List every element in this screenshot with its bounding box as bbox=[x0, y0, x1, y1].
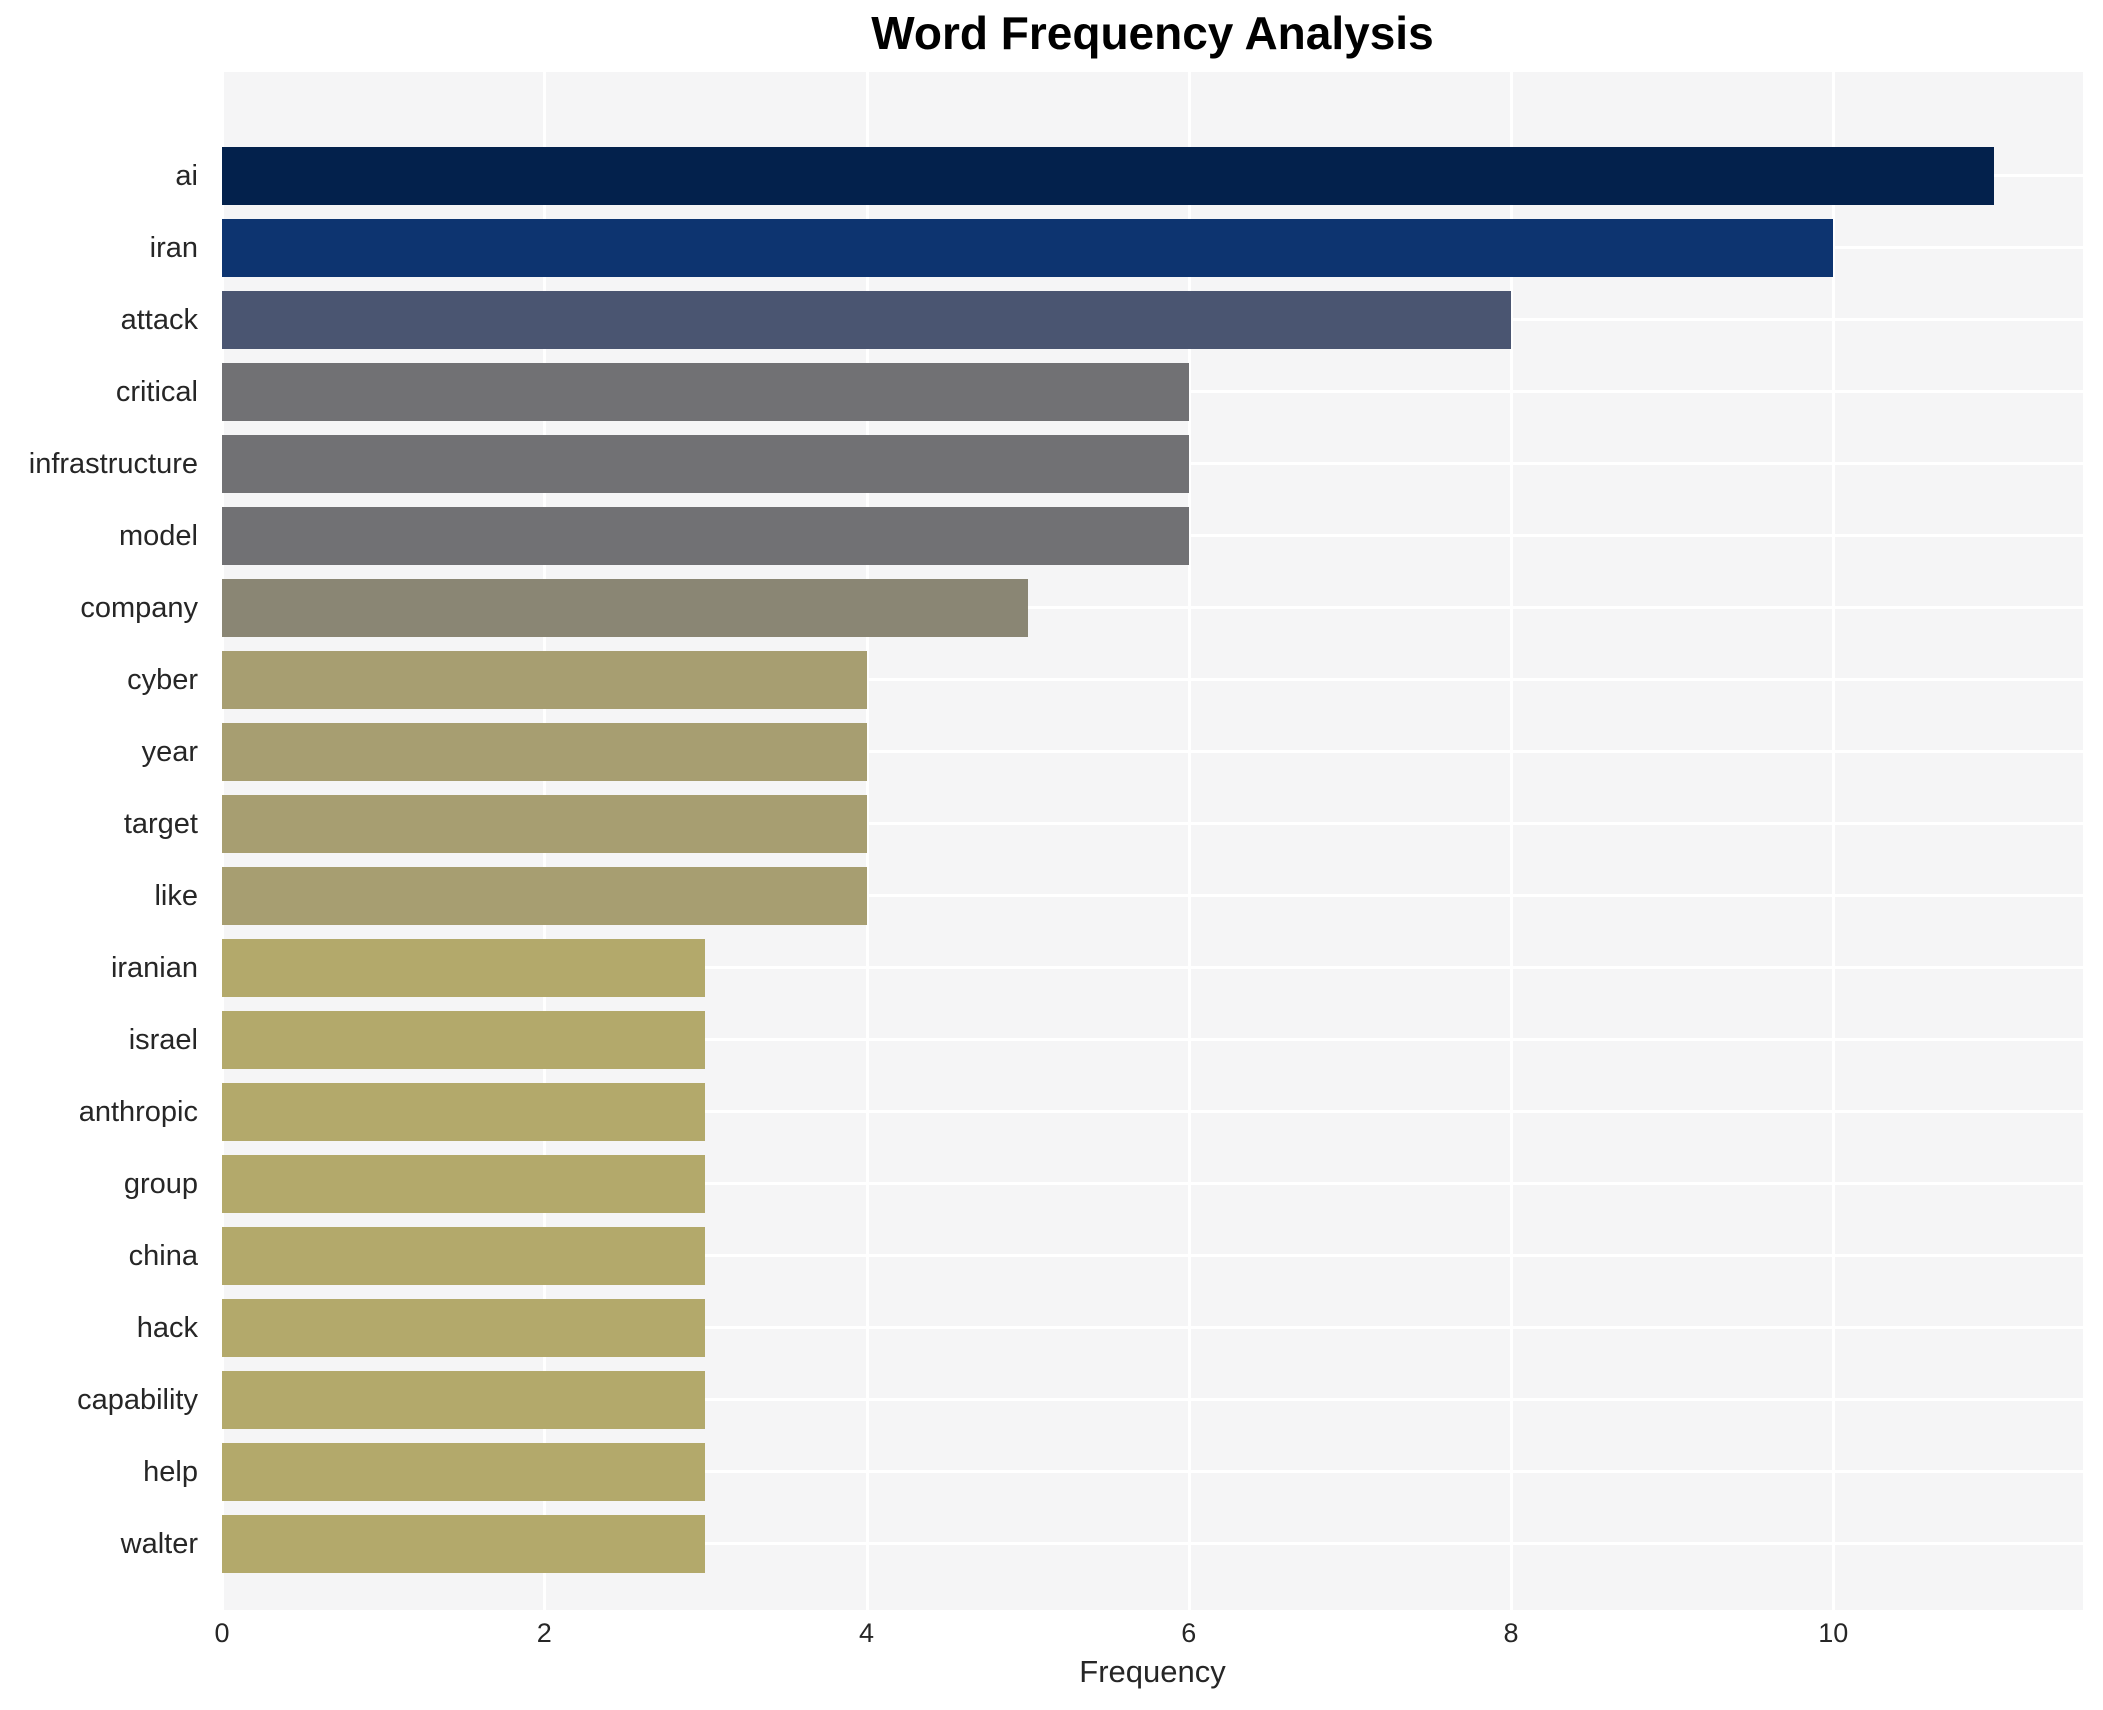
bar-row bbox=[222, 140, 2083, 212]
bar-anthropic bbox=[222, 1083, 706, 1141]
category-label-iranian: iranian bbox=[110, 951, 198, 984]
bar-row bbox=[222, 1076, 2083, 1148]
category-label-year: year bbox=[141, 735, 198, 768]
horizontal-gridline bbox=[222, 1038, 2083, 1041]
category-label-model: model bbox=[119, 519, 198, 552]
bar-cyber bbox=[222, 651, 867, 709]
bar-row bbox=[222, 1292, 2083, 1364]
plot-area bbox=[221, 72, 2083, 1610]
bar-row bbox=[222, 1508, 2083, 1580]
bar-row bbox=[222, 1436, 2083, 1508]
bar-row bbox=[222, 1364, 2083, 1436]
bar-infrastructure bbox=[222, 435, 1189, 493]
bar-row bbox=[222, 1004, 2083, 1076]
bar-walter bbox=[222, 1515, 706, 1573]
x-tick-label-2: 2 bbox=[536, 1618, 552, 1648]
x-tick-label-10: 10 bbox=[1818, 1618, 1849, 1648]
bar-row bbox=[222, 500, 2083, 572]
horizontal-gridline bbox=[222, 1254, 2083, 1257]
bar-target bbox=[222, 795, 867, 853]
bar-row bbox=[222, 1148, 2083, 1220]
x-tick-label-6: 6 bbox=[1181, 1618, 1197, 1648]
horizontal-gridline bbox=[222, 606, 2083, 609]
horizontal-gridline bbox=[222, 1326, 2083, 1329]
bar-row bbox=[222, 428, 2083, 500]
horizontal-gridline bbox=[222, 966, 2083, 969]
x-axis-title: Frequency bbox=[1079, 1654, 1226, 1689]
x-tick-label-0: 0 bbox=[214, 1618, 230, 1648]
horizontal-gridline bbox=[222, 1470, 2083, 1473]
bar-china bbox=[222, 1227, 706, 1285]
bar-hack bbox=[222, 1299, 706, 1357]
horizontal-gridline bbox=[222, 1182, 2083, 1185]
category-label-capability: capability bbox=[77, 1383, 198, 1416]
x-tick-label-4: 4 bbox=[858, 1618, 875, 1648]
category-label-iran: iran bbox=[149, 231, 198, 264]
bar-critical bbox=[222, 363, 1189, 421]
vertical-gridline bbox=[1510, 72, 1513, 1610]
chart-title: Word Frequency Analysis bbox=[871, 7, 1434, 59]
vertical-gridline bbox=[1832, 72, 1836, 1610]
bar-row bbox=[222, 356, 2083, 428]
bar-row bbox=[222, 1220, 2083, 1292]
bar-like bbox=[222, 867, 867, 925]
category-label-china: china bbox=[128, 1239, 198, 1272]
category-label-attack: attack bbox=[120, 303, 198, 336]
horizontal-gridline bbox=[222, 822, 2083, 825]
category-label-critical: critical bbox=[115, 375, 198, 408]
category-label-like: like bbox=[154, 879, 198, 912]
horizontal-gridline bbox=[222, 1110, 2083, 1113]
bar-iranian bbox=[222, 939, 706, 997]
bar-ai bbox=[222, 147, 1995, 205]
horizontal-gridline bbox=[222, 678, 2083, 681]
bar-group bbox=[222, 1155, 706, 1213]
bar-row bbox=[222, 860, 2083, 932]
bar-row bbox=[222, 932, 2083, 1004]
category-label-help: help bbox=[143, 1455, 198, 1488]
x-tick-label-8: 8 bbox=[1503, 1618, 1519, 1648]
bar-row bbox=[222, 788, 2083, 860]
category-label-anthropic: anthropic bbox=[78, 1095, 198, 1128]
bar-row bbox=[222, 284, 2083, 356]
category-label-target: target bbox=[123, 807, 198, 840]
bar-row bbox=[222, 212, 2083, 284]
category-label-israel: israel bbox=[128, 1023, 198, 1056]
bar-row bbox=[222, 572, 2083, 644]
category-label-group: group bbox=[123, 1167, 198, 1200]
bar-row bbox=[222, 644, 2083, 716]
vertical-gridline bbox=[865, 72, 869, 1610]
bar-capability bbox=[222, 1371, 706, 1429]
category-label-ai: ai bbox=[175, 159, 198, 192]
bar-israel bbox=[222, 1011, 706, 1069]
horizontal-gridline bbox=[222, 1542, 2083, 1545]
bar-model bbox=[222, 507, 1189, 565]
bar-attack bbox=[222, 291, 1511, 349]
horizontal-gridline bbox=[222, 750, 2083, 753]
category-label-infrastructure: infrastructure bbox=[28, 447, 198, 480]
horizontal-gridline bbox=[222, 1398, 2083, 1401]
horizontal-gridline bbox=[222, 894, 2083, 897]
bar-row bbox=[222, 716, 2083, 788]
category-label-hack: hack bbox=[136, 1311, 198, 1344]
bar-year bbox=[222, 723, 867, 781]
vertical-gridline bbox=[1187, 72, 1191, 1610]
bar-help bbox=[222, 1443, 706, 1501]
bar-company bbox=[222, 579, 1028, 637]
category-label-company: company bbox=[80, 591, 198, 624]
category-label-cyber: cyber bbox=[127, 663, 198, 696]
category-label-walter: walter bbox=[120, 1527, 198, 1560]
bar-iran bbox=[222, 219, 1834, 277]
